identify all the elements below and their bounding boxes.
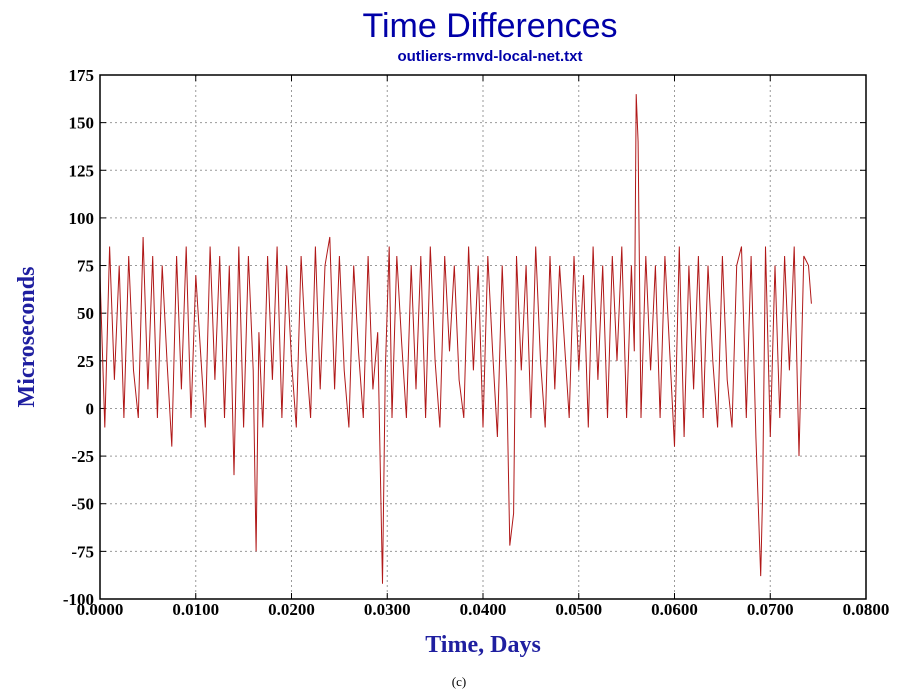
y-axis-ticks: 175 150 125 100 75 50 25 0 -25 -50 -75 -100	[63, 66, 866, 609]
x-tick-label: 0.0400	[460, 600, 507, 619]
x-tick-label: 0.0500	[555, 600, 602, 619]
y-tick-label: 175	[69, 66, 95, 85]
chart-subtitle: outliers-rmvd-local-net.txt	[397, 48, 582, 65]
x-tick-label: 0.0800	[843, 600, 890, 619]
y-tick-label: 0	[86, 399, 95, 418]
x-tick-label: 0.0600	[651, 600, 698, 619]
x-tick-label: 0.0200	[268, 600, 315, 619]
chart-title: Time Differences	[362, 7, 617, 45]
x-axis-label: Time, Days	[425, 632, 541, 658]
y-axis-label: Microseconds	[14, 267, 40, 408]
y-tick-label: 50	[77, 304, 94, 323]
x-axis-ticks: 0.0000 0.0100 0.0200 0.0300 0.0400 0.0500 0.06…	[77, 75, 890, 619]
y-tick-label: 25	[77, 352, 94, 371]
y-tick-label: 75	[77, 257, 94, 276]
y-tick-label: -25	[71, 447, 94, 466]
x-tick-label: 0.0300	[364, 600, 411, 619]
series-line	[99, 94, 812, 584]
plot-frame	[99, 74, 867, 600]
y-tick-label: -100	[63, 590, 94, 609]
y-tick-label: -75	[71, 542, 94, 561]
x-tick-label: 0.0700	[747, 600, 794, 619]
x-tick-label: 0.0100	[172, 600, 219, 619]
y-tick-label: 125	[69, 161, 95, 180]
y-tick-label: -50	[71, 495, 94, 514]
x-tick-label: 0.0000	[77, 600, 124, 619]
figure-caption: (c)	[452, 674, 466, 689]
grid-lines	[100, 75, 866, 599]
y-tick-label: 150	[69, 114, 95, 133]
y-tick-label: 100	[69, 209, 95, 228]
